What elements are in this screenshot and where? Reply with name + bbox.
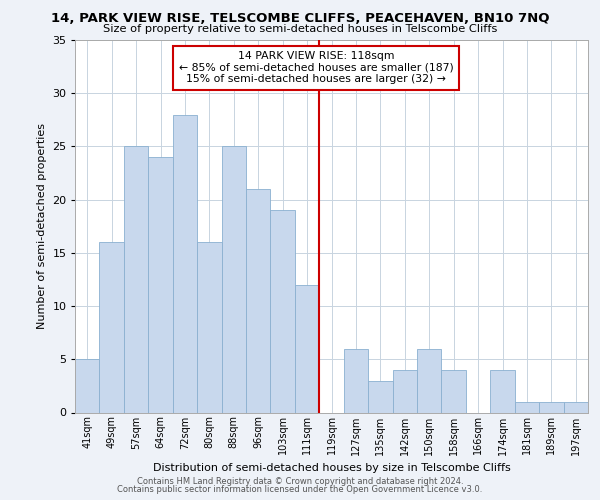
Bar (75, 360, 100, 412)
Text: Contains public sector information licensed under the Open Government Licence v3: Contains public sector information licen… (118, 485, 482, 494)
Bar (295, 285, 319, 412)
Bar (173, 114, 197, 412)
Bar (221, 146, 246, 412)
Bar (271, 210, 295, 412)
Bar (246, 189, 271, 412)
Bar (344, 348, 368, 412)
Bar (197, 242, 221, 412)
Bar (368, 380, 392, 412)
Bar (563, 402, 588, 412)
Bar (100, 242, 124, 412)
Y-axis label: Number of semi-detached properties: Number of semi-detached properties (37, 123, 47, 329)
Bar (490, 370, 515, 412)
Bar (442, 370, 466, 412)
Bar (124, 146, 148, 412)
Text: Size of property relative to semi-detached houses in Telscombe Cliffs: Size of property relative to semi-detach… (103, 24, 497, 34)
X-axis label: Distribution of semi-detached houses by size in Telscombe Cliffs: Distribution of semi-detached houses by … (152, 463, 511, 473)
Bar (539, 402, 563, 412)
Text: Contains HM Land Registry data © Crown copyright and database right 2024.: Contains HM Land Registry data © Crown c… (137, 477, 463, 486)
Bar (148, 157, 173, 412)
Bar (417, 348, 442, 412)
Text: 14 PARK VIEW RISE: 118sqm
← 85% of semi-detached houses are smaller (187)
15% of: 14 PARK VIEW RISE: 118sqm ← 85% of semi-… (179, 51, 454, 84)
Bar (392, 370, 417, 412)
Bar (515, 402, 539, 412)
Text: 14, PARK VIEW RISE, TELSCOMBE CLIFFS, PEACEHAVEN, BN10 7NQ: 14, PARK VIEW RISE, TELSCOMBE CLIFFS, PE… (51, 12, 549, 26)
